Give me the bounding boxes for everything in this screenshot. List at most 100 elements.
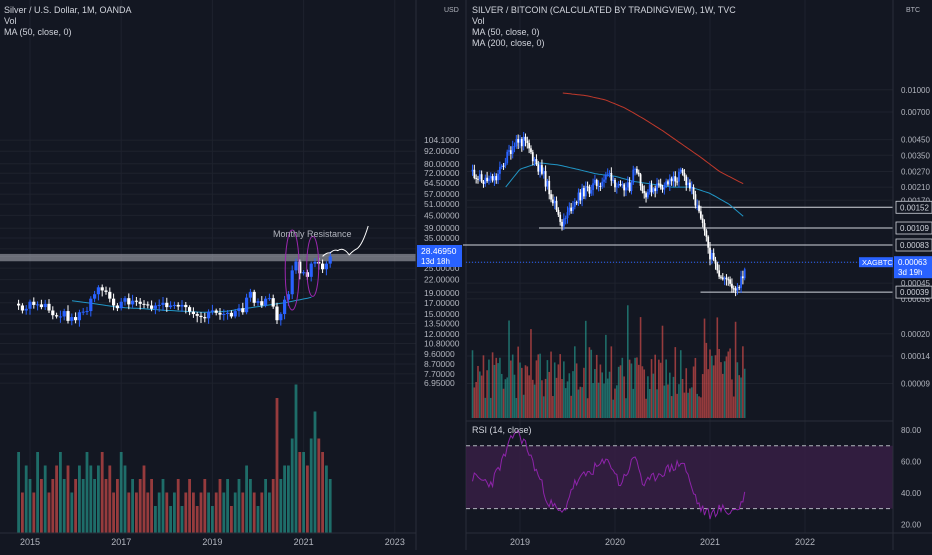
candle-body bbox=[62, 311, 66, 317]
volume-bar bbox=[738, 375, 741, 418]
volume-bar bbox=[531, 379, 534, 418]
candle-body bbox=[703, 223, 706, 231]
volume-bar bbox=[302, 452, 305, 533]
volume-bar bbox=[199, 492, 203, 533]
volume-bar bbox=[489, 397, 492, 418]
candle-body bbox=[203, 317, 207, 319]
left-y-tick-label: 22.00000 bbox=[424, 275, 460, 285]
candle-body bbox=[290, 270, 294, 295]
volume-bar bbox=[218, 479, 222, 533]
candle-body bbox=[614, 179, 616, 188]
candle-body bbox=[542, 171, 545, 174]
candle-body bbox=[738, 287, 741, 289]
right-legend-ma200[interactable]: MA (200, close, 0) bbox=[472, 38, 545, 48]
candle-body bbox=[229, 312, 233, 317]
candle-body bbox=[119, 301, 123, 309]
candle-body bbox=[142, 303, 146, 305]
candle-body bbox=[150, 305, 154, 309]
level-axis-box bbox=[895, 200, 932, 214]
right-legend-volume[interactable]: Vol bbox=[472, 16, 485, 26]
volume-bar bbox=[648, 389, 651, 418]
candle-body bbox=[530, 148, 532, 153]
candle-body bbox=[646, 192, 649, 198]
volume-bar bbox=[131, 479, 134, 533]
volume-bar bbox=[530, 329, 532, 418]
right-x-tick-label: 2022 bbox=[795, 537, 815, 547]
volume-bar bbox=[661, 325, 664, 418]
volume-bar bbox=[659, 362, 662, 418]
volume-bar bbox=[298, 452, 302, 533]
candle-body bbox=[674, 176, 677, 182]
left-legend-volume[interactable]: Vol bbox=[4, 16, 17, 26]
candle-body bbox=[176, 304, 180, 307]
candle-body bbox=[146, 304, 150, 306]
candle-body bbox=[500, 165, 503, 167]
rsi-legend[interactable]: RSI (14, close) bbox=[472, 425, 532, 436]
volume-bar bbox=[731, 379, 733, 418]
volume-bar bbox=[471, 350, 474, 418]
volume-bar bbox=[127, 492, 131, 533]
left-legend-symbol[interactable]: Silver / U.S. Dollar, 1M, OANDA bbox=[4, 5, 132, 15]
volume-bar bbox=[550, 351, 552, 418]
candle-body bbox=[36, 304, 40, 306]
level-axis-box bbox=[895, 238, 932, 252]
candle-body bbox=[612, 179, 615, 181]
level-axis-box bbox=[895, 285, 932, 299]
candle-body bbox=[528, 143, 531, 149]
candle-body bbox=[509, 150, 512, 154]
volume-bar bbox=[317, 438, 321, 533]
volume-bar bbox=[665, 359, 667, 418]
volume-bar bbox=[78, 465, 81, 533]
left-x-tick-label: 2021 bbox=[294, 537, 314, 547]
candle-body bbox=[676, 181, 679, 183]
volume-bar bbox=[564, 388, 567, 418]
candle-body bbox=[581, 188, 584, 201]
volume-bar bbox=[557, 364, 560, 418]
volume-bar bbox=[637, 364, 640, 418]
volume-bar bbox=[502, 388, 505, 418]
volume-bar bbox=[641, 366, 644, 418]
left-y-tick-label: 17.00000 bbox=[424, 298, 460, 308]
candle-body bbox=[17, 303, 21, 306]
volume-bar bbox=[108, 465, 112, 533]
candle-body bbox=[641, 185, 644, 192]
left-y-tick-label: 25.00000 bbox=[424, 263, 460, 273]
candle-body bbox=[566, 212, 569, 219]
candle-body bbox=[100, 287, 104, 291]
candle-body bbox=[241, 308, 245, 313]
volume-bar bbox=[614, 388, 616, 418]
candle-body bbox=[267, 298, 271, 300]
candle-body bbox=[608, 173, 611, 175]
volume-bar bbox=[230, 506, 233, 533]
left-y-tick-label: 104.1000 bbox=[424, 135, 460, 145]
volume-bar bbox=[553, 362, 556, 418]
volume-bar bbox=[634, 357, 636, 418]
volume-bar bbox=[522, 394, 525, 418]
candle-body bbox=[604, 174, 607, 180]
volume-bar bbox=[517, 346, 519, 418]
right-legend-ma50[interactable]: MA (50, close, 0) bbox=[472, 27, 540, 37]
volume-bar bbox=[241, 492, 245, 533]
candle-body bbox=[184, 304, 188, 308]
candle-body bbox=[260, 301, 264, 306]
candle-body bbox=[502, 165, 505, 167]
volume-bar bbox=[511, 354, 514, 418]
candle-body bbox=[634, 168, 636, 170]
candle-body bbox=[670, 178, 673, 182]
volume-bar bbox=[683, 392, 686, 418]
candle-body bbox=[599, 185, 602, 187]
volume-bar bbox=[165, 492, 169, 533]
volume-bar bbox=[561, 379, 563, 418]
volume-bar bbox=[176, 479, 180, 533]
candle-body bbox=[741, 276, 744, 279]
candle-body bbox=[112, 298, 116, 306]
candle-body bbox=[544, 171, 547, 187]
candle-body bbox=[621, 184, 624, 186]
candle-body bbox=[645, 193, 647, 198]
volume-bar bbox=[579, 386, 582, 418]
left-legend-ma50[interactable]: MA (50, close, 0) bbox=[4, 27, 72, 37]
candle-body bbox=[588, 186, 591, 194]
right-legend-symbol[interactable]: SILVER / BITCOIN (CALCULATED BY TRADINGV… bbox=[472, 5, 736, 15]
candle-body bbox=[226, 312, 230, 315]
